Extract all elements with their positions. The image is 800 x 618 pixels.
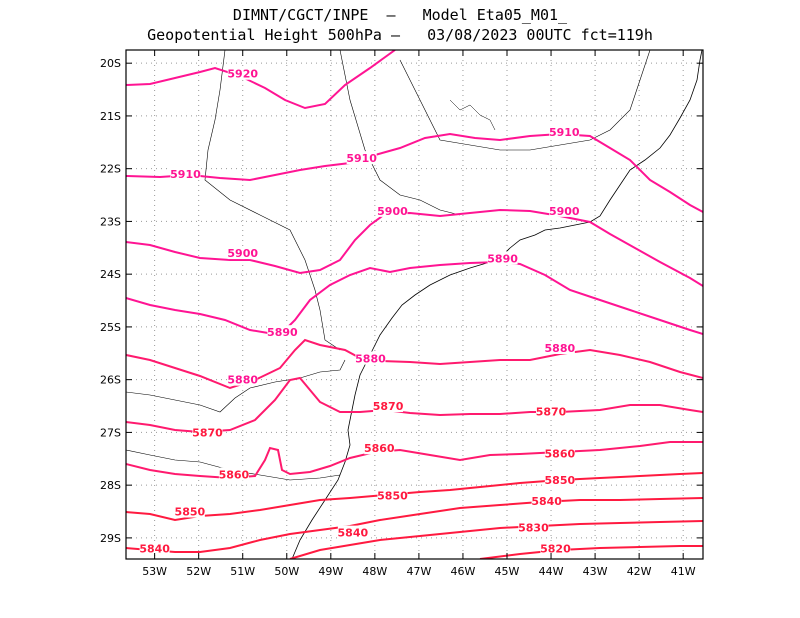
lat-tick-label: 21S [100, 110, 121, 123]
contour-label: 5840 [139, 542, 170, 555]
contour-label-bg [377, 488, 408, 502]
state-border [339, 50, 461, 216]
contour-label-bg [549, 124, 580, 138]
contour-label: 5850 [175, 506, 206, 519]
contour-5880 [126, 338, 703, 390]
contour-label-bg [267, 325, 298, 339]
lon-tick-label: 42W [627, 565, 652, 578]
contour-label: 5910 [170, 168, 201, 181]
lon-tick-label: 41W [671, 565, 696, 578]
contour-label-bg [227, 372, 258, 386]
lon-tick-label: 48W [362, 565, 387, 578]
river [449, 99, 496, 131]
plot-frame [125, 49, 704, 560]
state-border [126, 359, 346, 413]
lat-tick-label: 27S [100, 426, 121, 439]
contour-5840 [126, 497, 703, 553]
contour-label-bg [227, 246, 258, 260]
contour-label: 5890 [267, 326, 298, 339]
contour-5890 [126, 260, 703, 337]
contour-label-bg [544, 341, 575, 355]
contour-label: 5920 [227, 68, 258, 81]
contour-5910 [126, 132, 703, 213]
contour-5870 [126, 376, 703, 434]
contour-label: 5840 [338, 527, 369, 540]
contour-label-bg [364, 441, 395, 455]
contour-label-bg [531, 493, 562, 507]
contour-5860 [126, 441, 703, 480]
contour-label: 5860 [219, 469, 250, 482]
contour-5850 [126, 472, 703, 522]
lat-tick-label: 22S [100, 163, 121, 176]
lat-tick-label: 26S [100, 374, 121, 387]
contour-label-bg [544, 446, 575, 460]
state-border [204, 50, 341, 351]
contour-label: 5890 [487, 252, 518, 265]
contour-label-bg [227, 66, 258, 80]
lat-tick-label: 25S [100, 321, 121, 334]
contour-label: 5850 [377, 490, 408, 503]
contour-label-bg [174, 504, 205, 518]
contour-label: 5880 [355, 353, 386, 366]
contour-5830 [289, 520, 703, 559]
lon-tick-label: 46W [451, 565, 476, 578]
contour-label: 5850 [545, 474, 576, 487]
lat-tick-label: 28S [100, 479, 121, 492]
contour-label: 5900 [227, 247, 258, 260]
chart-subtitle: Geopotential Height 500hPa – 03/08/2023 … [147, 26, 653, 44]
state-border [399, 50, 651, 151]
contour-label-bg [355, 351, 386, 365]
contour-label-bg [540, 541, 571, 555]
geopotential-contours [126, 50, 703, 559]
contour-label-bg [346, 151, 377, 165]
chart-title: DIMNT/CGCT/INPE – Model Eta05_M01_ [232, 6, 568, 24]
contour-label-bg [518, 520, 549, 534]
contour-label: 5820 [540, 542, 571, 555]
lon-tick-label: 51W [230, 565, 255, 578]
lat-tick-label: 29S [100, 532, 121, 545]
contour-label: 5860 [364, 442, 395, 455]
lon-tick-label: 44W [539, 565, 564, 578]
lat-tick-label: 24S [100, 268, 121, 281]
contour-label-bg [337, 525, 368, 539]
contour-label-bg [192, 425, 223, 439]
contour-label-bg [373, 399, 404, 413]
contour-label: 5900 [549, 205, 580, 218]
contour-label-bg [170, 166, 201, 180]
contour-label: 5910 [549, 126, 580, 139]
contour-label-bg [549, 203, 580, 217]
lon-tick-label: 45W [495, 565, 520, 578]
contour-label: 5870 [192, 426, 223, 439]
lon-tick-label: 43W [583, 565, 608, 578]
contour-label: 5880 [227, 374, 258, 387]
lon-tick-label: 50W [274, 565, 299, 578]
lat-lon-grid [126, 50, 703, 559]
contour-label: 5910 [346, 152, 377, 165]
contour-label-bg [536, 404, 567, 418]
contour-label-bg [377, 203, 408, 217]
contour-label-bg [487, 251, 518, 265]
contour-5920 [126, 50, 396, 110]
lon-tick-label: 47W [406, 565, 431, 578]
lat-tick-label: 20S [100, 57, 121, 70]
contour-label: 5860 [545, 448, 576, 461]
contour-label: 5900 [377, 205, 408, 218]
contour-label-bg [544, 472, 575, 486]
contour-label-bg [139, 541, 170, 555]
contour-label-bg [218, 467, 249, 481]
contour-label: 5830 [518, 521, 549, 534]
lon-tick-label: 52W [186, 565, 211, 578]
contour-labels: 5920 5910 5910 5910 5900 5900 5900 5890 5890 5880… [139, 66, 580, 555]
contour-label: 5880 [545, 342, 576, 355]
lon-tick-label: 53W [142, 565, 167, 578]
contour-label: 5840 [531, 495, 562, 508]
contour-label: 5870 [536, 405, 567, 418]
lon-tick-label: 49W [318, 565, 343, 578]
contour-5820 [479, 545, 703, 559]
coastline [291, 50, 703, 559]
lat-tick-label: 23S [100, 215, 121, 228]
contour-label: 5870 [373, 400, 404, 413]
axis-ticks: 20S 21S 22S 23S 24S 25S 26S 27S 28S 29S 53W 52W 51W 5… [100, 50, 703, 578]
